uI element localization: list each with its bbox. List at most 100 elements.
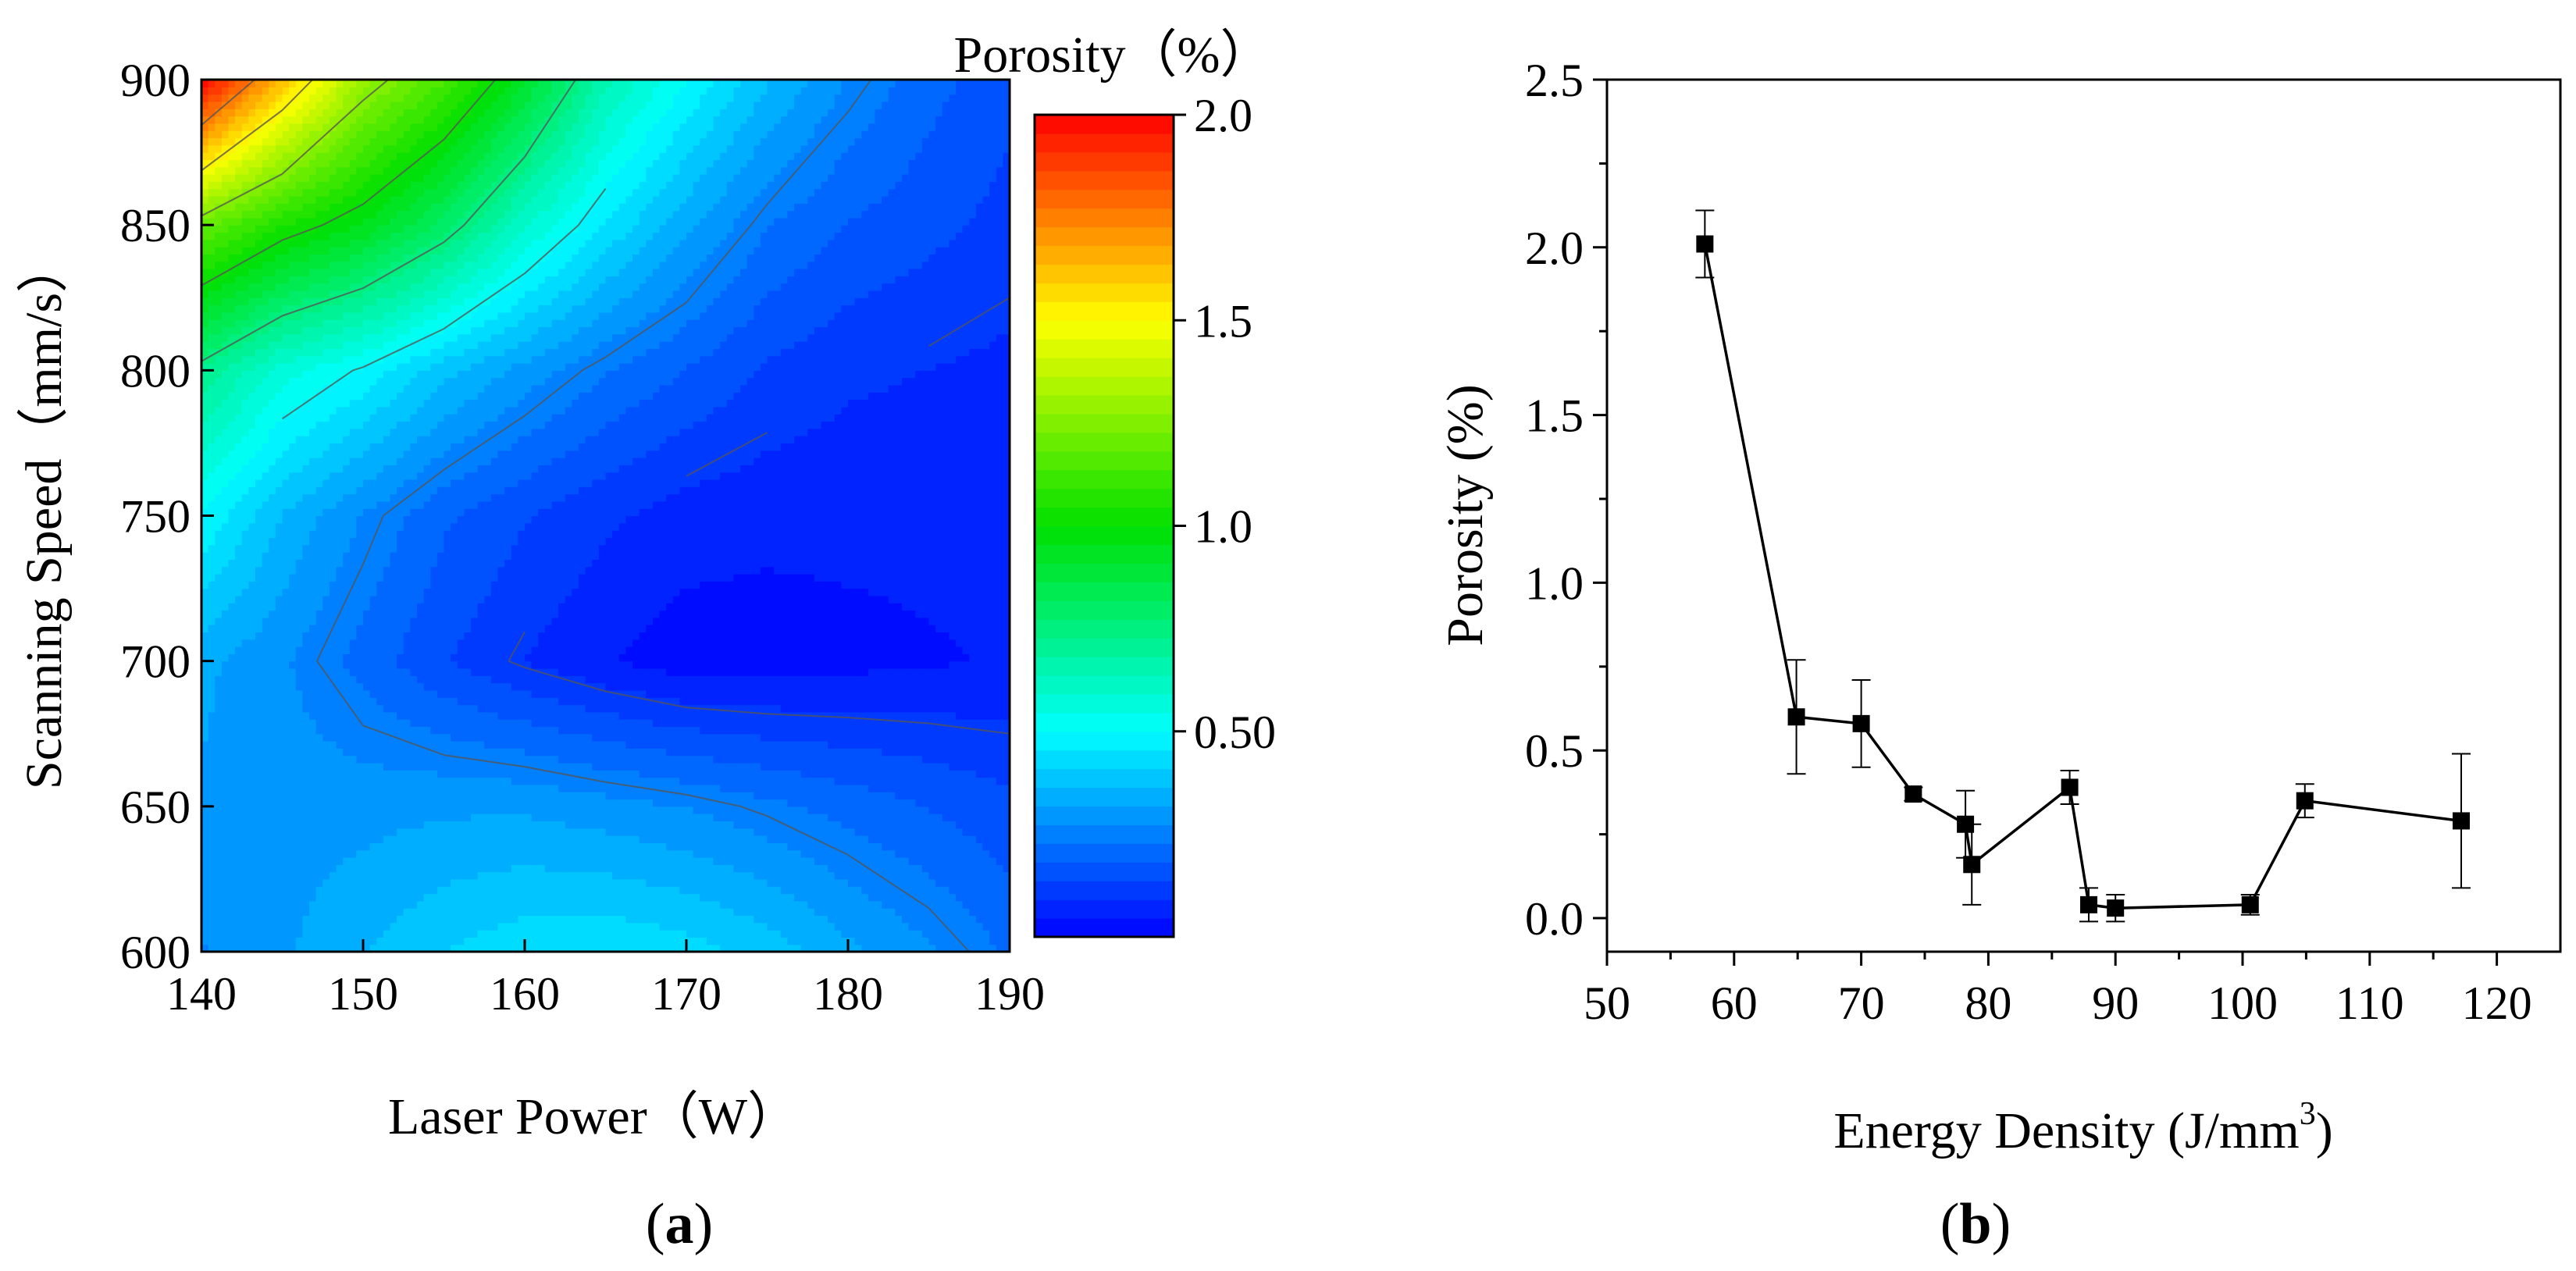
contour-cell: [679, 762, 687, 771]
contour-cell: [996, 668, 1003, 676]
contour-cell: [639, 770, 647, 778]
contour-cell: [720, 835, 728, 843]
contour-cell: [969, 806, 977, 814]
contour-cell: [780, 878, 788, 887]
contour-cell: [605, 821, 613, 829]
contour-cell: [828, 944, 836, 952]
contour-cell: [356, 792, 364, 800]
contour-cell: [235, 726, 243, 735]
contour-cell: [585, 675, 593, 684]
contour-cell: [693, 908, 700, 917]
contour-cell: [309, 944, 317, 952]
contour-cell: [457, 806, 465, 814]
contour-cell: [477, 770, 485, 778]
contour-cell: [612, 668, 620, 676]
contour-cell: [679, 937, 687, 945]
contour-cell: [471, 900, 479, 909]
contour-cell: [834, 871, 842, 880]
contour-cell: [518, 937, 526, 945]
contour-cell: [376, 689, 384, 698]
contour-cell: [248, 682, 256, 691]
contour-cell: [592, 733, 600, 742]
contour-cell: [525, 937, 533, 945]
contour-cell: [322, 799, 330, 807]
contour-cell: [282, 755, 290, 764]
contour-cell: [484, 660, 492, 669]
contour-cell: [269, 893, 276, 902]
contour-cell: [814, 784, 822, 792]
contour-cell: [618, 856, 626, 865]
contour-cell: [322, 704, 330, 713]
contour-cell: [700, 835, 707, 843]
contour-cell: [390, 821, 397, 829]
contour-cell: [625, 849, 633, 858]
contour-cell: [343, 878, 351, 887]
contour-cell: [518, 697, 526, 706]
contour-cell: [525, 856, 533, 865]
contour-cell: [746, 689, 754, 698]
contour-cell: [612, 792, 620, 800]
contour-cell: [295, 784, 303, 792]
contour-cell: [888, 689, 896, 698]
contour-cell: [841, 784, 849, 792]
contour-cell: [490, 849, 499, 858]
contour-cell: [942, 784, 950, 792]
contour-cell: [746, 944, 754, 952]
contour-cell: [888, 814, 896, 822]
contour-cell: [740, 856, 748, 865]
contour-cell: [672, 762, 680, 771]
contour-cell: [525, 741, 533, 749]
contour-cell: [672, 864, 680, 873]
contour-cell: [767, 675, 775, 684]
contour-cell: [612, 878, 620, 887]
contour-cell: [841, 864, 849, 873]
contour-cell: [652, 799, 661, 807]
contour-cell: [814, 697, 822, 706]
contour-cell: [477, 755, 485, 764]
contour-cell: [754, 726, 761, 735]
contour-cell: [228, 886, 236, 895]
contour-cell: [208, 799, 216, 807]
contour-cell: [349, 792, 357, 800]
contour-cell: [451, 930, 458, 938]
contour-cell: [592, 689, 600, 698]
contour-cell: [800, 806, 808, 814]
contour-cell: [592, 842, 600, 851]
contour-cell: [363, 871, 371, 880]
contour-cell: [632, 930, 640, 938]
contour-cell: [558, 835, 566, 843]
contour-cell: [720, 711, 728, 720]
contour-cell: [410, 908, 418, 917]
contour-cell: [322, 762, 330, 771]
contour-cell: [882, 762, 889, 771]
contour-cell: [572, 704, 579, 713]
contour-cell: [201, 878, 209, 887]
contour-cell: [612, 900, 620, 909]
contour-cell: [397, 675, 404, 684]
contour-cell: [275, 762, 283, 771]
contour-cell: [282, 682, 290, 691]
contour-cell: [975, 697, 984, 706]
contour-cell: [861, 711, 869, 720]
contour-cell: [551, 842, 559, 851]
contour-cell: [921, 711, 930, 720]
contour-cell: [262, 675, 269, 684]
contour-cell: [700, 900, 707, 909]
contour-cell: [269, 944, 276, 952]
contour-cell: [828, 915, 836, 924]
contour-cell: [908, 944, 916, 952]
contour-cell: [572, 930, 579, 938]
contour-cell: [579, 689, 586, 698]
contour-cell: [349, 726, 357, 735]
contour-cell: [585, 856, 593, 865]
contour-cell: [369, 930, 377, 938]
contour-cell: [511, 689, 518, 698]
contour-cell: [579, 893, 586, 902]
contour-cell: [814, 748, 822, 757]
contour-cell: [538, 689, 546, 698]
contour-cell: [868, 814, 876, 822]
contour-cell: [639, 726, 647, 735]
contour-cell: [369, 849, 377, 858]
contour-cell: [720, 689, 728, 698]
contour-cell: [403, 930, 411, 938]
